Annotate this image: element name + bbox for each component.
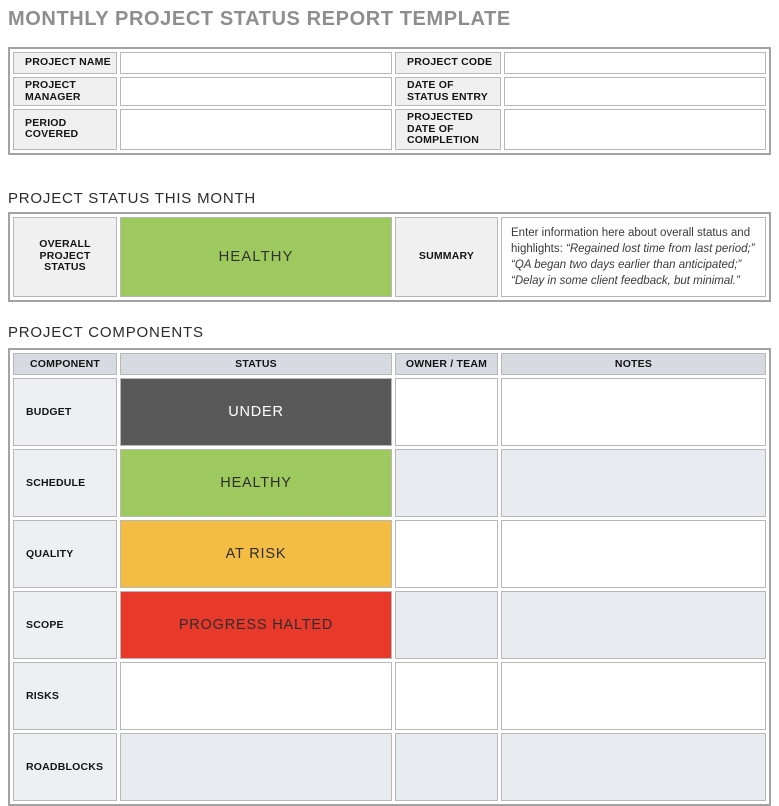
components-table: COMPONENT STATUS OWNER / TEAM NOTES BUDG… [8,347,771,806]
budget-notes-field[interactable] [501,377,766,446]
roadblocks-notes-field[interactable] [501,732,766,801]
project-manager-field[interactable] [120,77,392,106]
date-of-status-entry-label: DATE OF STATUS ENTRY [395,77,501,106]
components-section-heading: PROJECT COMPONENTS [8,323,204,341]
overall-project-status-label: OVERALL PROJECT STATUS [13,216,117,297]
roadblocks-label: ROADBLOCKS [13,732,117,801]
status-column-header: STATUS [120,352,392,375]
scope-status-cell[interactable]: PROGRESS HALTED [120,590,392,659]
date-of-status-entry-field[interactable] [504,77,766,106]
schedule-status-cell[interactable]: HEALTHY [120,448,392,517]
risks-notes-field[interactable] [501,661,766,730]
schedule-owner-field[interactable] [395,448,498,517]
quality-notes-field[interactable] [501,519,766,588]
table-row-budget: BUDGET UNDER [13,377,766,446]
period-covered-field[interactable] [120,109,392,150]
summary-label: SUMMARY [395,216,498,297]
project-name-field[interactable] [120,52,392,74]
scope-label: SCOPE [13,590,117,659]
budget-label: BUDGET [13,377,117,446]
quality-label: QUALITY [13,519,117,588]
notes-column-header: NOTES [501,352,766,375]
table-row-scope: SCOPE PROGRESS HALTED [13,590,766,659]
projected-completion-field[interactable] [504,109,766,150]
table-row-risks: RISKS [13,661,766,730]
table-row: PROJECT NAME PROJECT CODE [13,52,766,74]
project-code-label: PROJECT CODE [395,52,501,74]
scope-owner-field[interactable] [395,590,498,659]
roadblocks-status-cell[interactable] [120,732,392,801]
overall-status-table: OVERALL PROJECT STATUS HEALTHY SUMMARY E… [8,211,771,302]
project-name-label: PROJECT NAME [13,52,117,74]
project-info-table: PROJECT NAME PROJECT CODE PROJECT MANAGE… [8,47,771,155]
roadblocks-owner-field[interactable] [395,732,498,801]
summary-intro-text: Enter information here about overall sta… [511,226,751,255]
summary-quoted-text: “Regained lost time from last period;” “… [511,242,755,287]
table-row: OVERALL PROJECT STATUS HEALTHY SUMMARY E… [13,216,766,297]
overall-status-value[interactable]: HEALTHY [120,216,392,297]
project-manager-label: PROJECT MANAGER [13,77,117,106]
table-row-roadblocks: ROADBLOCKS [13,732,766,801]
risks-owner-field[interactable] [395,661,498,730]
risks-label: RISKS [13,661,117,730]
table-row: PROJECT MANAGER DATE OF STATUS ENTRY [13,77,766,106]
table-row: PERIOD COVERED PROJECTED DATE OF COMPLET… [13,109,766,150]
scope-notes-field[interactable] [501,590,766,659]
component-column-header: COMPONENT [13,352,117,375]
owner-team-column-header: OWNER / TEAM [395,352,498,375]
project-code-field[interactable] [504,52,766,74]
period-covered-label: PERIOD COVERED [13,109,117,150]
schedule-label: SCHEDULE [13,448,117,517]
page-title: MONTHLY PROJECT STATUS REPORT TEMPLATE [8,8,511,30]
risks-status-cell[interactable] [120,661,392,730]
table-row-schedule: SCHEDULE HEALTHY [13,448,766,517]
schedule-notes-field[interactable] [501,448,766,517]
components-header-row: COMPONENT STATUS OWNER / TEAM NOTES [13,352,766,375]
status-section-heading: PROJECT STATUS THIS MONTH [8,189,257,207]
summary-text-field[interactable]: Enter information here about overall sta… [501,216,766,297]
budget-owner-field[interactable] [395,377,498,446]
table-row-quality: QUALITY AT RISK [13,519,766,588]
projected-completion-label: PROJECTED DATE OF COMPLETION [395,109,501,150]
quality-status-cell[interactable]: AT RISK [120,519,392,588]
budget-status-cell[interactable]: UNDER [120,377,392,446]
quality-owner-field[interactable] [395,519,498,588]
